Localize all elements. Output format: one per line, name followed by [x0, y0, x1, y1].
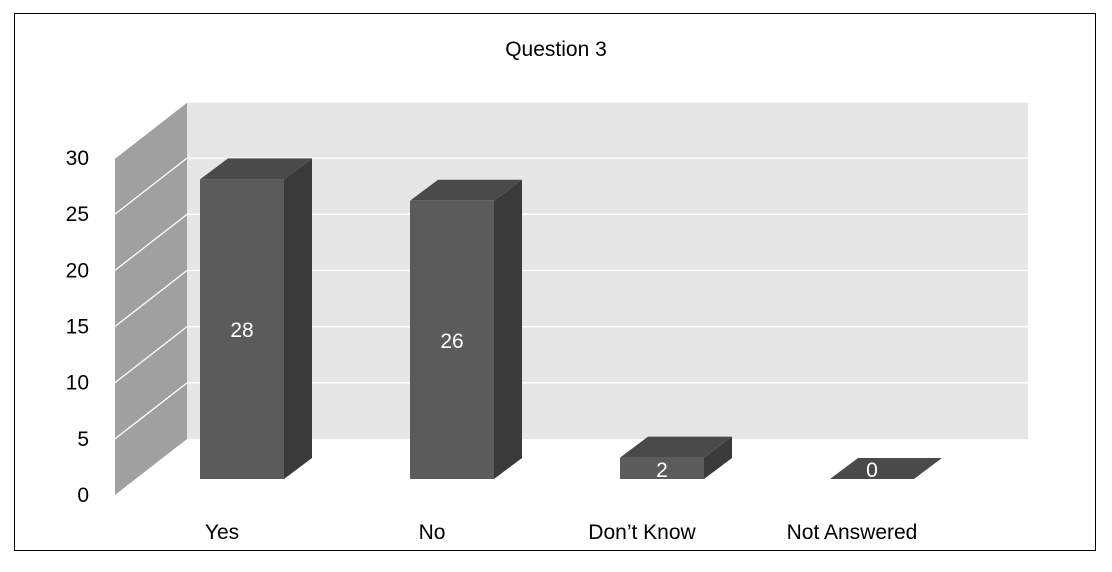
bar-top: [620, 436, 732, 458]
bars: 28 26 2 0: [200, 158, 942, 482]
x-tick-label: No: [419, 521, 446, 544]
bar-top: [830, 458, 942, 479]
bar-side: [704, 436, 732, 479]
gridlines: [114, 101, 1028, 440]
bar-2: 2: [620, 436, 732, 482]
gridline-side: [114, 157, 188, 215]
bar-front: [410, 200, 494, 480]
bar-0: 28: [200, 158, 312, 479]
x-tick-label: Yes: [205, 521, 239, 544]
gridline-side: [114, 101, 188, 159]
y-tick-label: 25: [66, 203, 89, 226]
y-tick-label: 0: [77, 484, 89, 507]
y-tick-label: 10: [66, 372, 89, 395]
bar-3: 0: [830, 458, 942, 482]
bar-side: [494, 179, 522, 480]
y-tick-label: 20: [66, 259, 89, 282]
y-tick-label: 30: [66, 147, 89, 170]
bar-data-label: 0: [866, 459, 878, 482]
y-tick-label: 5: [77, 428, 89, 451]
bar-front: [620, 457, 704, 479]
bar-data-label: 28: [230, 319, 253, 342]
bar-side: [284, 158, 312, 479]
gridline-side: [114, 269, 188, 328]
bar-front: [200, 179, 284, 479]
bar-data-label: 26: [440, 330, 463, 353]
gridline-side: [114, 382, 188, 440]
x-tick-label: Not Answered: [787, 521, 918, 544]
gridline-side: [114, 326, 188, 384]
chart-title: Question 3: [505, 38, 607, 61]
bar-data-label: 2: [656, 459, 668, 482]
x-tick-label: Don’t Know: [588, 521, 696, 544]
bar-top: [410, 179, 522, 201]
y-tick-label: 15: [66, 316, 89, 339]
gridline-side: [114, 213, 188, 271]
y-axis-tick-labels: 0 5 10 15 20 25 30: [66, 147, 89, 507]
bar-top: [200, 158, 312, 180]
bar-1: 26: [410, 179, 522, 480]
x-axis-category-labels: Yes No Don’t Know Not Answered: [205, 521, 918, 544]
